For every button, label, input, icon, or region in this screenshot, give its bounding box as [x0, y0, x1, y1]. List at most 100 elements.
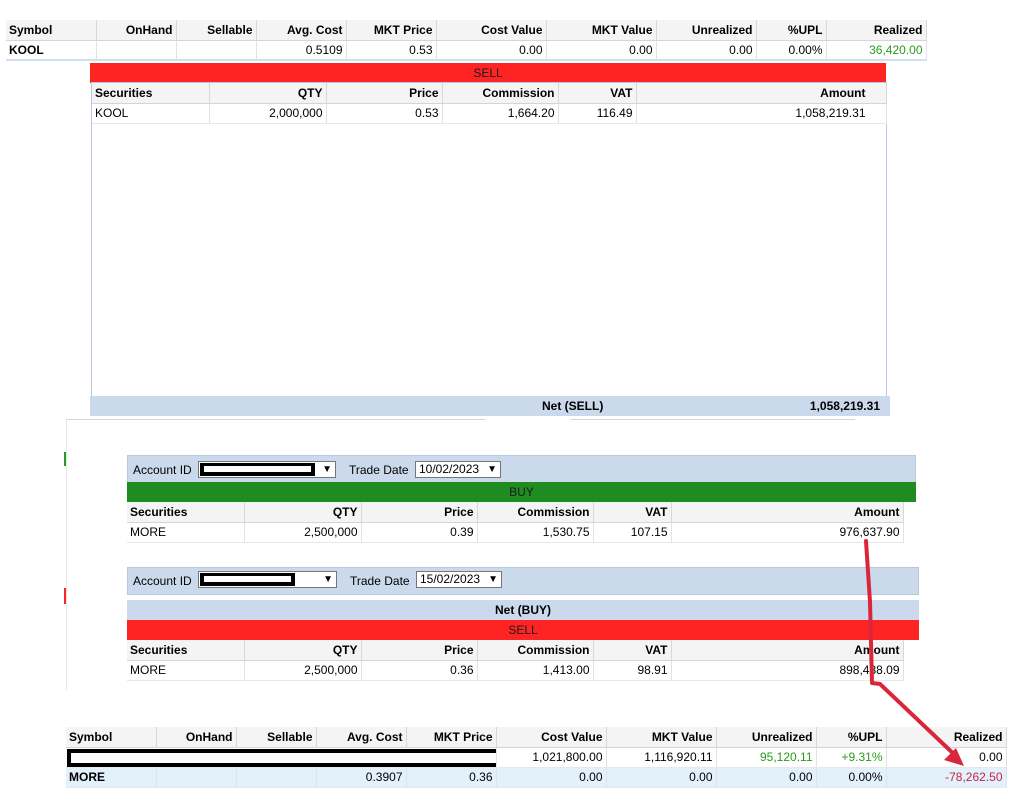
sell-bar: SELL	[90, 63, 886, 83]
edge-mark	[64, 588, 66, 604]
col-securities[interactable]: Securities	[127, 640, 245, 661]
col-mkt-price[interactable]: MKT Price	[346, 20, 437, 41]
col-amount[interactable]: Amount	[671, 640, 904, 661]
col-unrealized[interactable]: Unrealized	[716, 727, 817, 748]
col-upl[interactable]: %UPL	[816, 727, 887, 748]
col-symbol[interactable]: Symbol	[6, 20, 97, 41]
portfolio-bottom-header: Symbol OnHand Sellable Avg. Cost MKT Pri…	[66, 727, 1007, 748]
cell-unrealized: 0.00	[656, 40, 757, 61]
net-sell-row: Net (SELL) 1,058,219.31	[90, 396, 890, 416]
cell-amount: 976,637.90	[671, 522, 904, 543]
table-row[interactable]: KOOL 2,000,000 0.53 1,664.20 116.49 1,05…	[92, 103, 887, 124]
cell-unrealized: 95,120.11	[716, 747, 817, 768]
chevron-down-icon: ▼	[488, 574, 498, 585]
col-commission[interactable]: Commission	[442, 83, 559, 104]
divider	[570, 419, 855, 420]
col-vat[interactable]: VAT	[593, 502, 672, 523]
kool-sell-panel: SELL	[90, 63, 886, 83]
sell-bar: SELL	[127, 620, 919, 640]
net-sell-label: Net (SELL)	[542, 399, 604, 413]
cell-price: 0.36	[361, 660, 478, 681]
edge-mark	[64, 452, 66, 466]
col-onhand[interactable]: OnHand	[96, 20, 177, 41]
account-id-select[interactable]: ▼	[198, 571, 337, 588]
trade-date-value: 10/02/2023	[419, 462, 480, 476]
table-row[interactable]: MORE 0.3907 0.36 0.00 0.00 0.00 0.00% -7…	[66, 767, 1007, 788]
col-securities[interactable]: Securities	[127, 502, 245, 523]
kool-sell-grid: Securities QTY Price Commission VAT Amou…	[91, 82, 887, 397]
col-price[interactable]: Price	[361, 502, 478, 523]
chevron-down-icon: ▼	[323, 574, 333, 585]
cell-vat: 107.15	[593, 522, 672, 543]
cell-upl: 0.00%	[756, 40, 827, 61]
col-realized[interactable]: Realized	[826, 20, 927, 41]
col-qty[interactable]: QTY	[244, 502, 362, 523]
table-row[interactable]: 1,021,800.00 1,116,920.11 95,120.11 +9.3…	[66, 747, 1007, 768]
trade-date-select[interactable]: 15/02/2023 ▼	[416, 571, 502, 588]
col-avg-cost[interactable]: Avg. Cost	[256, 20, 347, 41]
annotation-arrow-head	[944, 748, 964, 766]
table-row[interactable]: KOOL 0.5109 0.53 0.00 0.00 0.00 0.00% 36…	[6, 40, 927, 61]
portfolio-top: Symbol OnHand Sellable Avg. Cost MKT Pri…	[6, 20, 927, 61]
col-price[interactable]: Price	[326, 83, 443, 104]
col-vat[interactable]: VAT	[593, 640, 672, 661]
cell-qty: 2,500,000	[244, 660, 362, 681]
col-mkt-value[interactable]: MKT Value	[606, 727, 717, 748]
annotation-arrow-line	[864, 539, 960, 760]
col-qty[interactable]: QTY	[209, 83, 327, 104]
table-row[interactable]: MORE 2,500,000 0.39 1,530.75 107.15 976,…	[127, 522, 904, 543]
trade-date-label: Trade Date	[350, 574, 410, 588]
kool-sell-table: Securities QTY Price Commission VAT Amou…	[92, 83, 887, 124]
cell-qty: 2,500,000	[244, 522, 362, 543]
col-realized[interactable]: Realized	[886, 727, 1007, 748]
trade-date-label: Trade Date	[349, 463, 409, 477]
col-commission[interactable]: Commission	[477, 502, 594, 523]
cell-symbol: MORE	[66, 767, 157, 788]
table-row[interactable]: MORE 2,500,000 0.36 1,413.00 98.91 898,4…	[127, 660, 904, 681]
account-id-select[interactable]: ▼	[198, 461, 336, 478]
redacted-symbol-inner	[71, 752, 495, 763]
col-avg-cost[interactable]: Avg. Cost	[316, 727, 407, 748]
divider	[66, 419, 486, 420]
net-buy-label: Net (BUY)	[495, 603, 551, 617]
col-amount[interactable]: Amount	[671, 502, 904, 523]
cell-mkt-price: 0.53	[346, 40, 437, 61]
account-id-label: Account ID	[133, 463, 192, 477]
cell-amount: 898,488.09	[671, 660, 904, 681]
buy-bar: BUY	[127, 482, 916, 502]
col-price[interactable]: Price	[361, 640, 478, 661]
col-commission[interactable]: Commission	[477, 640, 594, 661]
portfolio-top-header: Symbol OnHand Sellable Avg. Cost MKT Pri…	[6, 20, 927, 41]
more-buy-panel: BUY Securities QTY Price Commission VAT …	[127, 482, 916, 543]
col-sellable[interactable]: Sellable	[176, 20, 257, 41]
more-buy-table: Securities QTY Price Commission VAT Amou…	[127, 502, 904, 543]
kool-sell-header: Securities QTY Price Commission VAT Amou…	[92, 83, 887, 104]
col-securities[interactable]: Securities	[92, 83, 210, 104]
net-buy-row: Net (BUY)	[127, 600, 919, 620]
col-amount[interactable]: Amount	[636, 83, 887, 104]
col-cost-value[interactable]: Cost Value	[436, 20, 547, 41]
cell-mkt-price: 0.36	[406, 767, 497, 788]
cell-cost-value: 1,021,800.00	[496, 747, 607, 768]
col-vat[interactable]: VAT	[558, 83, 637, 104]
col-mkt-value[interactable]: MKT Value	[546, 20, 657, 41]
trade-date-value: 15/02/2023	[420, 572, 481, 586]
col-onhand[interactable]: OnHand	[156, 727, 237, 748]
col-sellable[interactable]: Sellable	[236, 727, 317, 748]
col-mkt-price[interactable]: MKT Price	[406, 727, 497, 748]
cell-price: 0.39	[361, 522, 478, 543]
col-upl[interactable]: %UPL	[756, 20, 827, 41]
trade-date-select[interactable]: 10/02/2023 ▼	[415, 461, 501, 478]
col-cost-value[interactable]: Cost Value	[496, 727, 607, 748]
col-qty[interactable]: QTY	[244, 640, 362, 661]
more-sell-header: Securities QTY Price Commission VAT Amou…	[127, 640, 904, 661]
redacted-account-inner	[204, 466, 311, 472]
col-symbol[interactable]: Symbol	[66, 727, 157, 748]
cell-qty: 2,000,000	[209, 103, 327, 124]
buy-filter-bar: Account ID ▼ Trade Date 10/02/2023 ▼	[127, 455, 916, 483]
chevron-down-icon: ▼	[487, 464, 497, 475]
cell-amount: 1,058,219.31	[636, 103, 887, 124]
redacted-account-inner	[204, 576, 291, 582]
portfolio-top-table: Symbol OnHand Sellable Avg. Cost MKT Pri…	[6, 20, 927, 61]
col-unrealized[interactable]: Unrealized	[656, 20, 757, 41]
